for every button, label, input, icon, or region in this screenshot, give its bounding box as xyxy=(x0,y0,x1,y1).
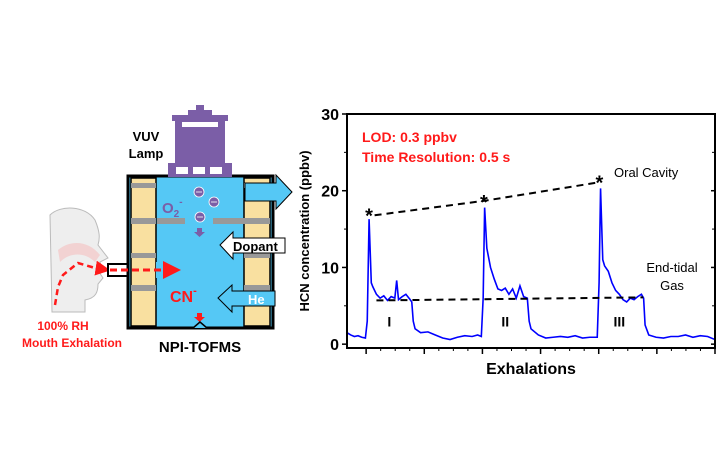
airway-icon xyxy=(58,243,100,262)
y-tick-label: 20 xyxy=(321,184,339,201)
exhalation-label-I: I xyxy=(387,314,391,330)
peak-marker: * xyxy=(480,192,488,214)
exhalation-label: Mouth Exhalation xyxy=(22,336,122,350)
y-axis-label: HCN concentration (ppbv) xyxy=(297,150,312,311)
y-tick-label: 0 xyxy=(330,337,339,354)
dopant-label: Dopant xyxy=(233,239,278,254)
y-tick-label: 10 xyxy=(321,260,339,277)
end-tidal-label-line2: Gas xyxy=(660,278,684,293)
trend-line-oral-cavity xyxy=(374,181,600,217)
exhalation-label-III: III xyxy=(613,314,625,330)
peak-marker: * xyxy=(365,206,373,228)
series-line-hcn xyxy=(346,188,716,341)
lamp-label-line1: VUV xyxy=(133,129,160,144)
head-profile-icon xyxy=(49,207,109,313)
electrode-left xyxy=(130,177,157,327)
breath-arrow xyxy=(53,260,111,306)
o2-ion-label: O2- xyxy=(162,197,183,220)
down-arrow-icon xyxy=(194,228,205,237)
time-resolution-annotation: Time Resolution: 0.5 s xyxy=(362,149,511,165)
plot-frame xyxy=(346,113,716,349)
cn-ion-label: CN- xyxy=(170,285,197,306)
outflow-arrow xyxy=(244,173,293,211)
instrument-label: NPI-TOFMS xyxy=(159,339,241,356)
exhalation-label-II: II xyxy=(501,314,509,330)
cn-down-arrow-icon xyxy=(194,313,205,322)
he-label: He xyxy=(248,292,265,307)
x-axis-label: Exhalations xyxy=(486,361,576,378)
vuv-lamp-icon xyxy=(168,105,232,177)
dopant-arrow xyxy=(219,230,286,261)
rh-label: 100% RH xyxy=(37,319,88,333)
end-tidal-label-line1: End-tidal xyxy=(646,260,697,275)
he-arrow xyxy=(217,283,276,314)
trend-line-end-tidal xyxy=(376,296,644,302)
lamp-label-line2: Lamp xyxy=(129,146,164,161)
y-tick-label: 30 xyxy=(321,107,339,124)
oral-cavity-label: Oral Cavity xyxy=(614,165,679,180)
lod-annotation: LOD: 0.3 ppbv xyxy=(362,129,457,145)
peak-marker: * xyxy=(596,173,604,195)
electron-icons xyxy=(193,186,220,223)
schematic: VUV Lamp O2- Dopant He CN- NPI-TOFMS 100… xyxy=(22,105,293,356)
